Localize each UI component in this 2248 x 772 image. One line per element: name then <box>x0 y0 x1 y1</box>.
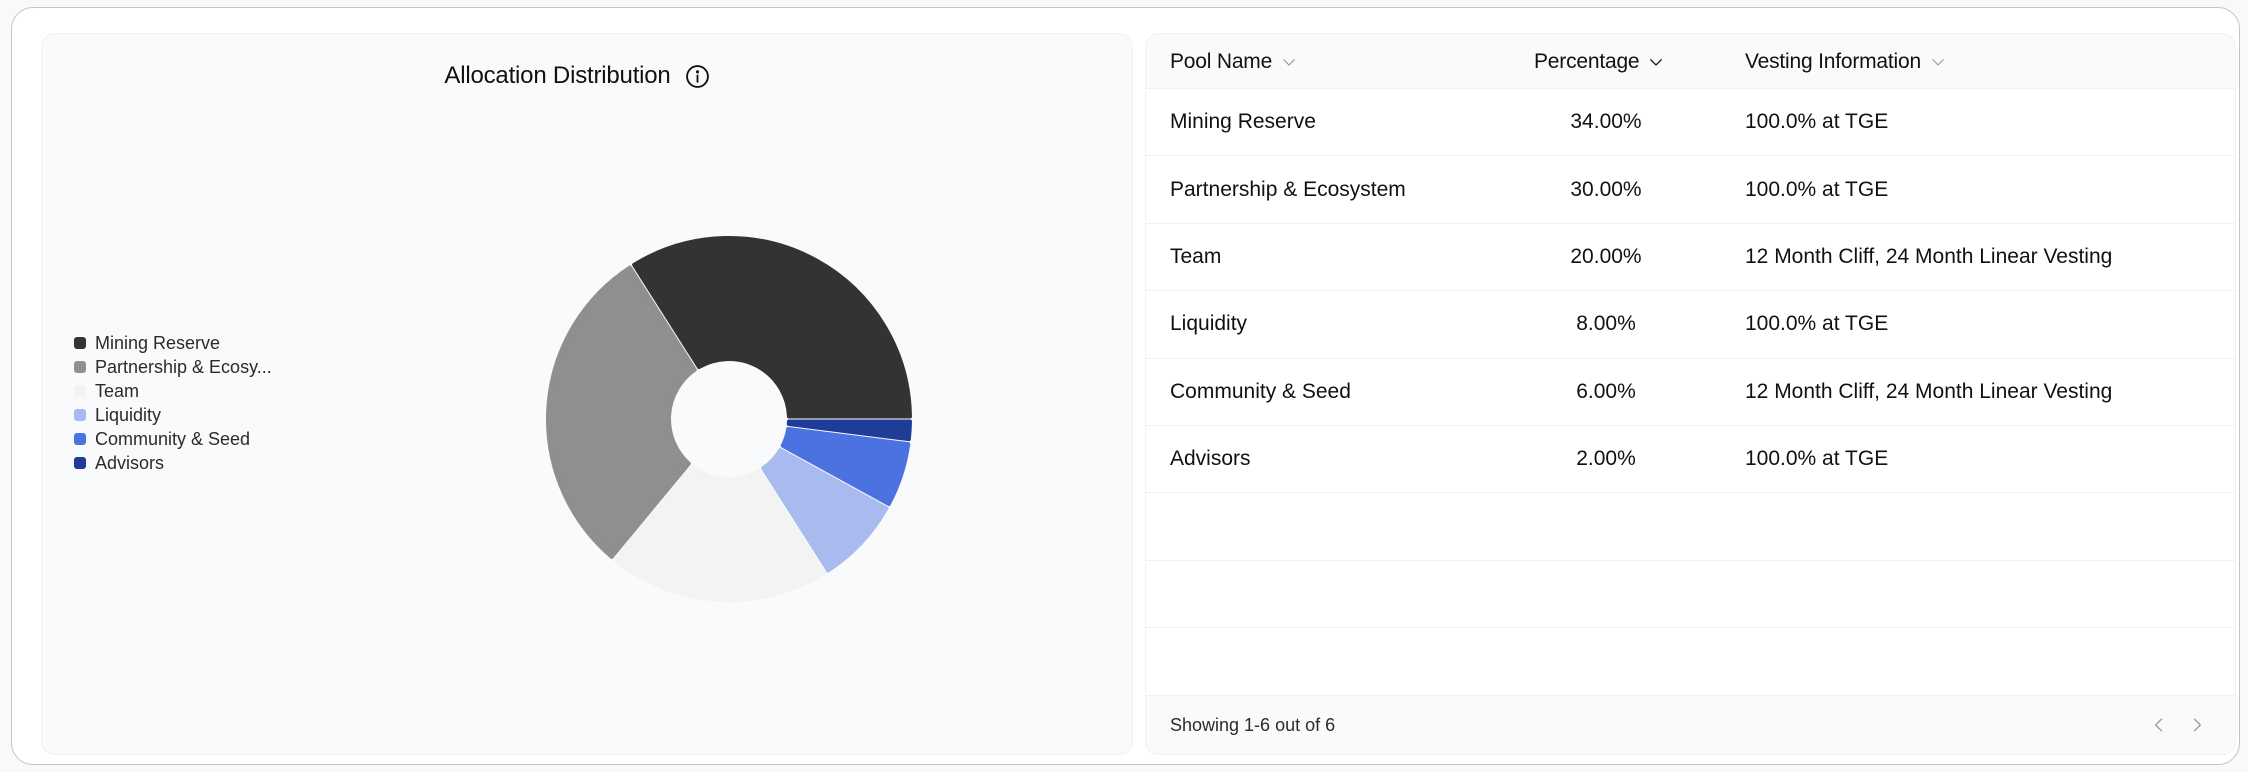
chart-legend: Mining Reserve Partnership & Ecosy... Te… <box>74 331 272 475</box>
legend-item-team[interactable]: Team <box>74 379 272 403</box>
legend-label: Liquidity <box>95 404 162 425</box>
legend-label: Mining Reserve <box>95 332 221 353</box>
cell-vesting: 100.0% at TGE <box>1745 447 1889 471</box>
legend-item-community-seed[interactable]: Community & Seed <box>74 427 272 451</box>
table-header: Pool Name Percentage Vesting Information <box>1146 34 2235 89</box>
cell-vesting: 100.0% at TGE <box>1745 312 1889 336</box>
cell-vesting: 100.0% at TGE <box>1745 110 1889 134</box>
prev-page-button[interactable] <box>2149 715 2169 735</box>
allocation-card: Allocation Distribution Mining Reserve P… <box>11 7 2240 765</box>
legend-swatch <box>74 457 86 469</box>
cell-percentage: 8.00% <box>1576 312 1636 336</box>
table-row[interactable]: Partnership & Ecosystem 30.00% 100.0% at… <box>1146 156 2235 224</box>
donut-slice-team[interactable] <box>613 464 826 602</box>
table-row[interactable]: Mining Reserve 34.00% 100.0% at TGE <box>1146 89 2235 157</box>
legend-swatch <box>74 337 86 349</box>
donut-slice-mining-reserve[interactable] <box>632 236 912 419</box>
empty-table-row <box>1146 493 2235 561</box>
table-row[interactable]: Community & Seed 6.00% 12 Month Cliff, 2… <box>1146 358 2235 426</box>
empty-table-row <box>1146 628 2235 696</box>
cell-pool-name: Team <box>1170 244 1222 268</box>
pagination-summary: Showing 1-6 out of 6 <box>1170 714 1336 735</box>
chevron-left-icon <box>2155 718 2163 732</box>
legend-item-liquidity[interactable]: Liquidity <box>74 403 272 427</box>
cell-pool-name: Advisors <box>1170 447 1251 471</box>
legend-swatch <box>74 409 86 421</box>
column-label: Vesting Information <box>1745 49 1921 73</box>
cell-vesting: 100.0% at TGE <box>1745 177 1889 201</box>
table-footer: Showing 1-6 out of 6 <box>1146 695 2235 754</box>
next-page-button[interactable] <box>2187 715 2207 735</box>
legend-item-advisors[interactable]: Advisors <box>74 451 272 475</box>
cell-vesting: 12 Month Cliff, 24 Month Linear Vesting <box>1745 379 2113 403</box>
table-row[interactable]: Advisors 2.00% 100.0% at TGE <box>1146 425 2235 494</box>
cell-vesting: 12 Month Cliff, 24 Month Linear Vesting <box>1745 244 2113 268</box>
allocation-table: Pool Name Percentage Vesting Information… <box>1145 33 2236 755</box>
legend-swatch <box>74 433 86 445</box>
donut-slice-liquidity[interactable] <box>761 448 889 573</box>
cell-percentage: 2.00% <box>1576 447 1636 471</box>
table-body: Mining Reserve 34.00% 100.0% at TGE Part… <box>1146 89 2235 696</box>
legend-item-partnership[interactable]: Partnership & Ecosy... <box>74 355 272 379</box>
cell-percentage: 20.00% <box>1570 244 1642 268</box>
legend-swatch <box>74 361 86 373</box>
legend-label: Community & Seed <box>95 428 251 449</box>
donut-slice-partnership-ecosystem[interactable] <box>546 265 697 559</box>
chevron-down-icon <box>1283 58 1295 66</box>
info-icon[interactable] <box>685 64 710 89</box>
empty-table-row <box>1146 560 2235 629</box>
chevron-down-icon <box>1932 58 1944 66</box>
chart-panel: Allocation Distribution Mining Reserve P… <box>41 33 1133 755</box>
donut-slice-advisors[interactable] <box>786 419 912 442</box>
cell-percentage: 34.00% <box>1570 110 1642 134</box>
legend-label: Partnership & Ecosy... <box>95 356 272 377</box>
cell-percentage: 30.00% <box>1570 177 1642 201</box>
cell-pool-name: Partnership & Ecosystem <box>1170 177 1406 201</box>
cell-percentage: 6.00% <box>1576 379 1636 403</box>
legend-label: Team <box>95 380 140 401</box>
chart-header: Allocation Distribution <box>42 62 1132 90</box>
legend-label: Advisors <box>95 452 165 473</box>
cell-pool-name: Community & Seed <box>1170 379 1351 403</box>
legend-swatch <box>74 385 86 397</box>
donut-slice-community-seed[interactable] <box>780 426 911 506</box>
pagination-controls <box>2149 696 2207 754</box>
cell-pool-name: Mining Reserve <box>1170 110 1316 134</box>
column-header-vesting-information[interactable]: Vesting Information <box>1745 34 1947 89</box>
chevron-right-icon <box>2193 718 2201 732</box>
cell-pool-name: Liquidity <box>1170 312 1248 336</box>
legend-item-mining-reserve[interactable]: Mining Reserve <box>74 331 272 355</box>
table-row[interactable]: Liquidity 8.00% 100.0% at TGE <box>1146 291 2235 359</box>
column-label: Percentage <box>1534 49 1640 73</box>
donut-chart[interactable] <box>504 204 924 624</box>
column-label: Pool Name <box>1170 49 1273 73</box>
column-header-percentage[interactable]: Percentage <box>1534 34 1665 89</box>
chart-title: Allocation Distribution <box>444 62 671 89</box>
table-row[interactable]: Team 20.00% 12 Month Cliff, 24 Month Lin… <box>1146 223 2235 292</box>
column-header-pool-name[interactable]: Pool Name <box>1170 34 1298 89</box>
chevron-down-icon <box>1650 58 1663 66</box>
